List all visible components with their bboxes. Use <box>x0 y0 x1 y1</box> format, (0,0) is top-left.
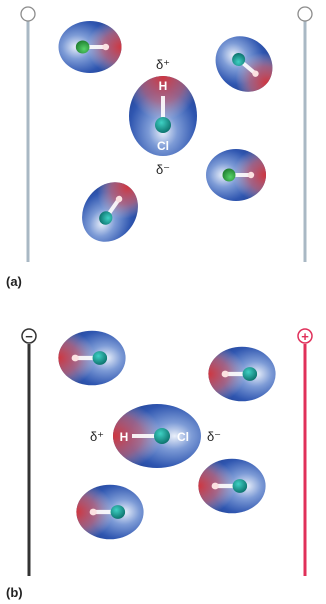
chlorine-label: Cl <box>177 430 189 444</box>
hydrogen-label: H <box>120 430 129 444</box>
hcl-molecule <box>198 459 265 514</box>
featured-hcl-molecule-a: H Cl δ⁺ δ⁻ <box>129 57 197 177</box>
chlorine-label: Cl <box>157 139 169 153</box>
negative-terminal-sign: − <box>25 329 33 344</box>
chlorine-atom <box>155 117 171 133</box>
partial-negative-label: δ⁻ <box>207 429 221 444</box>
partial-negative-label: δ⁻ <box>156 162 170 177</box>
hcl-molecule <box>202 22 286 106</box>
negative-terminal <box>21 328 37 344</box>
hcl-molecule <box>208 347 275 402</box>
positive-terminal-sign: + <box>301 329 309 344</box>
hydrogen-label: H <box>159 79 168 93</box>
panel-a: H Cl δ⁺ δ⁻ (a) <box>6 6 313 289</box>
left-plate-terminal-a <box>20 6 36 22</box>
hcl-molecule <box>59 21 122 73</box>
partial-positive-label: δ⁺ <box>156 57 170 72</box>
featured-hcl-molecule-b: H Cl δ⁺ δ⁻ <box>90 404 221 468</box>
hcl-molecule <box>71 171 150 252</box>
panel-b: − + H Cl δ⁺ δ⁻ (b) <box>6 328 313 600</box>
hcl-molecule <box>76 485 143 540</box>
right-plate-terminal-a <box>297 6 313 22</box>
chlorine-atom <box>154 428 170 444</box>
hcl-molecule <box>58 331 125 386</box>
panel-label-a: (a) <box>6 274 22 289</box>
positive-terminal <box>297 328 313 344</box>
partial-positive-label: δ⁺ <box>90 429 104 444</box>
panel-label-b: (b) <box>6 585 23 600</box>
hcl-molecule <box>204 147 268 203</box>
